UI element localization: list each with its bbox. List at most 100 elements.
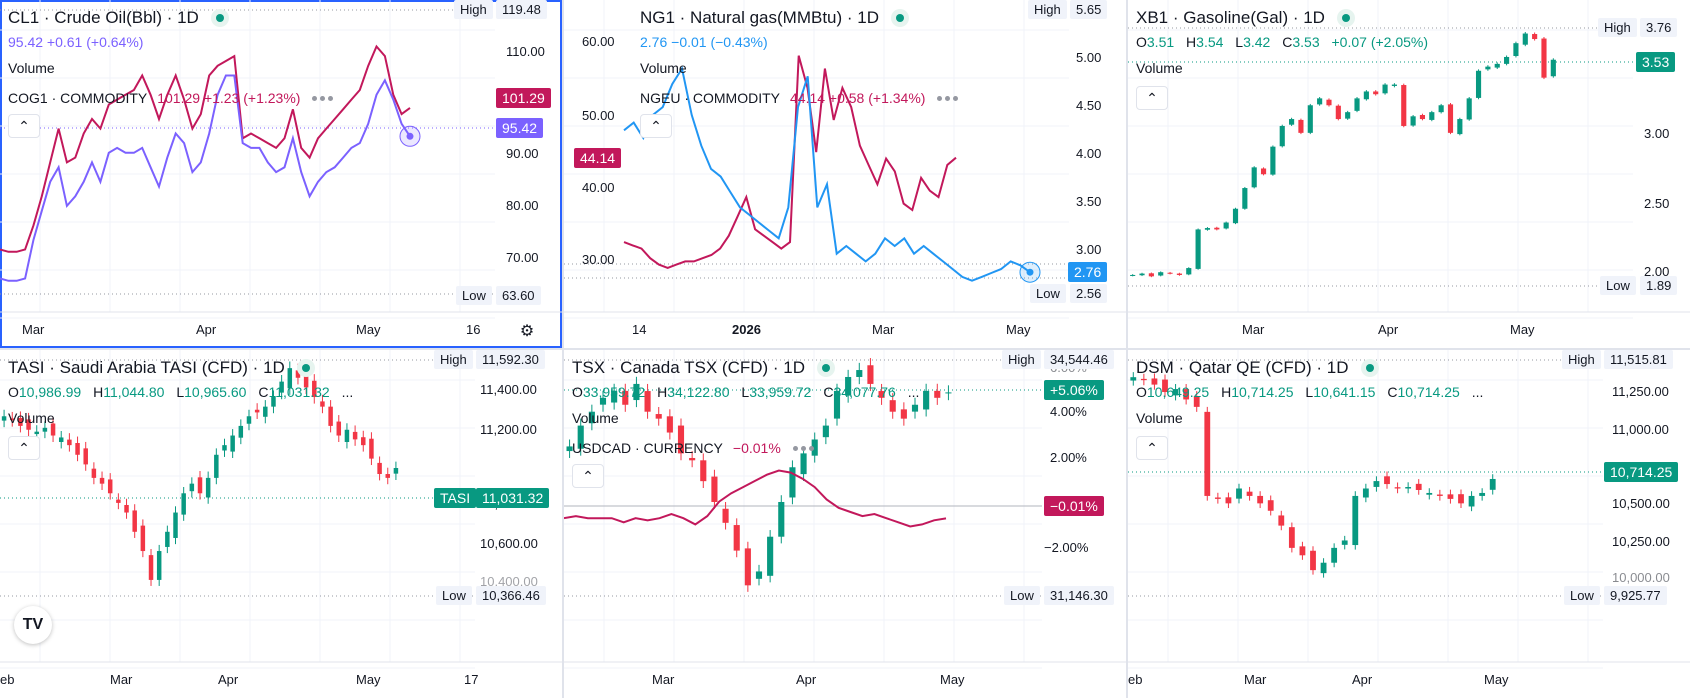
x-tick: May bbox=[1510, 322, 1535, 337]
candle-body bbox=[1310, 550, 1316, 571]
candle-body bbox=[320, 401, 325, 407]
series-line-ngeu bbox=[623, 55, 957, 269]
symbol-title-text: DSM · Qatar QE (CFD) · 1D bbox=[1136, 358, 1349, 377]
candle-body bbox=[666, 416, 673, 433]
candle-body bbox=[1223, 222, 1229, 229]
candle-body bbox=[1394, 487, 1401, 489]
volume-label[interactable]: Volume bbox=[640, 60, 687, 76]
candle-body bbox=[644, 391, 651, 412]
ohlc-key: L bbox=[176, 384, 185, 400]
volume-label[interactable]: Volume bbox=[8, 60, 55, 76]
candle-body bbox=[1257, 495, 1264, 504]
candle-body bbox=[1331, 547, 1338, 563]
candle-body bbox=[246, 416, 252, 424]
candle-body bbox=[1419, 115, 1426, 120]
tradingview-logo-icon[interactable]: TV bbox=[14, 606, 52, 644]
chart-pane-cl1[interactable]: CL1 · Crude Oil(Bbl) · 1D 95.42 +0.61 (+… bbox=[0, 0, 562, 348]
x-tick: Apr bbox=[796, 672, 817, 687]
collapse-legend-button[interactable]: ⌃ bbox=[1136, 436, 1168, 460]
chart-pane-xb1[interactable]: XB1 · Gasoline(Gal) · 1D O3.51 H3.54 L3.… bbox=[1128, 0, 1690, 348]
x-tick: May bbox=[1484, 672, 1509, 687]
y-tick-left: 50.00 bbox=[582, 108, 615, 123]
symbol-title[interactable]: DSM · Qatar QE (CFD) · 1D bbox=[1136, 356, 1491, 380]
y-tick: 11,000.00 bbox=[1612, 422, 1669, 437]
y-tick: 80.00 bbox=[506, 198, 539, 213]
candle-body bbox=[140, 525, 146, 552]
ohlc-value: 3.54 bbox=[1196, 34, 1224, 50]
candle-body bbox=[1447, 104, 1454, 133]
more-options-icon[interactable] bbox=[312, 95, 334, 101]
y-tick: 3.50 bbox=[1076, 194, 1102, 209]
candle-body bbox=[856, 370, 863, 377]
candle-body bbox=[1246, 491, 1253, 496]
candle-body bbox=[181, 493, 186, 515]
compare-symbol-values: 44.14 +0.58 (+1.34%) bbox=[790, 90, 926, 106]
ohlc-key: C bbox=[823, 384, 834, 400]
candle-body bbox=[1513, 43, 1519, 56]
chart-canvas[interactable] bbox=[1128, 0, 1690, 348]
candle-body bbox=[1130, 274, 1136, 276]
candle-body bbox=[711, 476, 718, 502]
y-tick: 2.00 bbox=[1644, 264, 1670, 279]
more-options-icon[interactable] bbox=[937, 95, 959, 101]
x-tick: Apr bbox=[196, 322, 217, 337]
high-value: 5.65 bbox=[1070, 0, 1108, 19]
compare-symbol-row[interactable]: NGEU · COMMODITY 44.14 +0.58 (+1.34%) bbox=[640, 88, 959, 108]
high-value: 3.76 bbox=[1640, 18, 1678, 37]
market-open-icon bbox=[891, 9, 909, 27]
high-label: High bbox=[434, 350, 473, 369]
volume-label[interactable]: Volume bbox=[1136, 410, 1183, 426]
symbol-title[interactable]: TASI · Saudi Arabia TASI (CFD) · 1D bbox=[8, 356, 361, 380]
candle-body bbox=[1382, 84, 1388, 94]
symbol-title[interactable]: NG1 · Natural gas(MMBtu) · 1D bbox=[640, 6, 958, 30]
chart-canvas[interactable] bbox=[564, 0, 1126, 348]
candle-body bbox=[1522, 33, 1528, 45]
more-options-icon[interactable] bbox=[792, 445, 814, 451]
candle-body bbox=[744, 548, 751, 586]
candle-body bbox=[900, 409, 907, 419]
volume-label[interactable]: Volume bbox=[572, 410, 619, 426]
y-tick: 10,400.00 bbox=[480, 574, 538, 589]
ohlc-value: 11,031.32 bbox=[268, 384, 330, 400]
collapse-legend-button[interactable]: ⌃ bbox=[8, 436, 40, 460]
candle-body bbox=[755, 571, 763, 579]
collapse-legend-button[interactable]: ⌃ bbox=[8, 114, 40, 138]
ohlc-value: 10,986.99 bbox=[18, 384, 82, 400]
candle-body bbox=[1279, 125, 1285, 147]
low-value: 9,925.77 bbox=[1604, 586, 1667, 605]
symbol-title[interactable]: TSX · Canada TSX (CFD) · 1D bbox=[572, 356, 927, 380]
candle-body bbox=[622, 390, 629, 405]
compare-symbol-row[interactable]: COG1 · COMMODITY 101.29 +1.23 (+1.23%) bbox=[8, 88, 334, 108]
symbol-title[interactable]: XB1 · Gasoline(Gal) · 1D bbox=[1136, 6, 1436, 30]
candle-body bbox=[845, 376, 852, 396]
candle-body bbox=[1345, 112, 1351, 119]
candle-body bbox=[377, 462, 382, 475]
compare-symbol-row[interactable]: USDCAD · CURRENCY −0.01% bbox=[572, 438, 927, 458]
ohlc-key: O bbox=[1136, 384, 1147, 400]
chart-pane-tsx[interactable]: TSX · Canada TSX (CFD) · 1D O33,959.72 H… bbox=[564, 350, 1126, 698]
chart-canvas[interactable] bbox=[0, 0, 562, 348]
candle-body bbox=[733, 525, 740, 551]
collapse-legend-button[interactable]: ⌃ bbox=[1136, 86, 1168, 110]
candle-body bbox=[878, 391, 885, 398]
collapse-legend-button[interactable]: ⌃ bbox=[640, 114, 672, 138]
chart-pane-dsm[interactable]: DSM · Qatar QE (CFD) · 1D O10,649.25 H10… bbox=[1128, 350, 1690, 698]
ohlc-key: L bbox=[1305, 384, 1314, 400]
candle-body bbox=[1151, 378, 1158, 385]
chart-pane-tasi[interactable]: TASI · Saudi Arabia TASI (CFD) · 1D O10,… bbox=[0, 350, 562, 698]
candle-body bbox=[271, 397, 276, 407]
candle-body bbox=[722, 508, 729, 523]
x-tick: Mar bbox=[110, 672, 133, 687]
chart-pane-ng1[interactable]: NG1 · Natural gas(MMBtu) · 1D 2.76 −0.01… bbox=[564, 0, 1126, 348]
volume-label[interactable]: Volume bbox=[1136, 60, 1183, 76]
chart-canvas[interactable] bbox=[564, 350, 1126, 698]
candle-body bbox=[1429, 112, 1435, 120]
gear-icon[interactable]: ⚙ bbox=[519, 323, 535, 340]
chart-canvas[interactable] bbox=[1128, 350, 1690, 698]
ohlc-change: +0.07 (+2.05%) bbox=[1331, 34, 1429, 50]
candle-body bbox=[1436, 494, 1443, 496]
symbol-title[interactable]: CL1 · Crude Oil(Bbl) · 1D bbox=[8, 6, 333, 30]
candle-body bbox=[767, 536, 774, 576]
volume-label[interactable]: Volume bbox=[8, 410, 55, 426]
collapse-legend-button[interactable]: ⌃ bbox=[572, 464, 604, 488]
